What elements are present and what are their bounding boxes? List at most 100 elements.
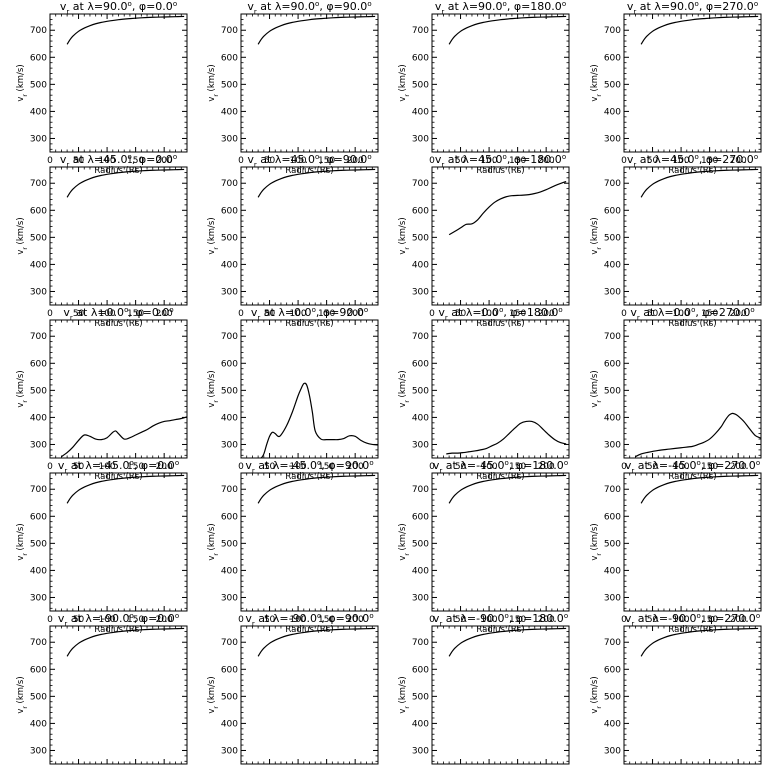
- plot-frame: [240, 166, 379, 306]
- series-line: [66, 627, 185, 657]
- x-tick-label: 0: [238, 156, 244, 166]
- x-tick-label: 100: [289, 156, 306, 166]
- plot-title: vr at λ=-90.0o, φ=270.0o: [625, 612, 760, 628]
- x-tick-label: 50: [647, 615, 659, 625]
- x-tick-label: 100: [672, 462, 689, 472]
- x-axis-label: Radius (Rs): [94, 166, 142, 176]
- y-tick-label: 300: [412, 593, 429, 603]
- plot-title: vr at λ=-45.0o, φ=90.0o: [245, 459, 373, 475]
- x-tick-label: 0: [621, 615, 627, 625]
- y-tick-label: 400: [221, 413, 238, 423]
- x-axis-label: Radius (Rs): [285, 166, 333, 176]
- y-tick-label: 700: [221, 485, 238, 495]
- series-line: [66, 474, 185, 504]
- y-tick-label: 700: [604, 26, 621, 36]
- plot-frame: [431, 625, 570, 765]
- x-tick-label: 200: [347, 309, 364, 319]
- x-tick-label: 150: [509, 462, 526, 472]
- x-tick-label: 150: [318, 309, 335, 319]
- x-tick-label: 50: [264, 309, 276, 319]
- x-tick-label: 50: [73, 615, 85, 625]
- y-tick-label: 300: [412, 134, 429, 144]
- x-tick-label: 100: [289, 462, 306, 472]
- y-tick-label: 300: [30, 746, 47, 756]
- y-tick-label: 600: [30, 512, 47, 522]
- y-tick-label: 700: [221, 26, 238, 36]
- x-tick-label: 0: [429, 462, 435, 472]
- x-axis-label: Radius (Rs): [94, 472, 142, 482]
- y-tick-label: 600: [30, 53, 47, 63]
- y-tick-label: 700: [412, 26, 429, 36]
- plot-frame: [49, 472, 188, 612]
- y-tick-label: 300: [221, 593, 238, 603]
- x-tick-label: 100: [98, 462, 115, 472]
- plot-frame: [240, 13, 379, 153]
- y-tick-label: 500: [412, 386, 429, 396]
- x-axis-label: Radius (Rs): [285, 319, 333, 329]
- y-tick-label: 500: [30, 80, 47, 90]
- x-tick-label: 150: [509, 156, 526, 166]
- x-axis-label: Radius (Rs): [668, 625, 716, 635]
- x-axis-label: Radius (Rs): [476, 472, 524, 482]
- y-tick-label: 400: [30, 107, 47, 117]
- x-tick-label: 150: [509, 309, 526, 319]
- y-axis-label: vr (km/s): [16, 370, 29, 407]
- x-axis-label: Radius (Rs): [476, 166, 524, 176]
- y-tick-label: 600: [412, 512, 429, 522]
- plot-title: vr at λ=90.0o, φ=90.0o: [247, 0, 371, 16]
- x-tick-label: 100: [480, 156, 497, 166]
- y-tick-label: 500: [412, 233, 429, 243]
- y-tick-label: 600: [412, 665, 429, 675]
- y-tick-label: 700: [221, 638, 238, 648]
- x-tick-label: 150: [127, 309, 144, 319]
- y-axis-label: vr (km/s): [207, 523, 220, 560]
- y-tick-label: 600: [221, 53, 238, 63]
- x-tick-label: 0: [47, 615, 53, 625]
- y-tick-label: 700: [30, 26, 47, 36]
- plot-frame: [431, 13, 570, 153]
- y-tick-label: 500: [30, 692, 47, 702]
- plot-title: vr at λ=0.0o, φ=180.0o: [438, 306, 562, 322]
- x-tick-label: 0: [621, 156, 627, 166]
- y-tick-label: 300: [412, 440, 429, 450]
- y-axis-label: vr (km/s): [16, 217, 29, 254]
- x-tick-label: 150: [127, 462, 144, 472]
- plot-title: vr at λ=90.0o, φ=270.0o: [627, 0, 758, 16]
- y-tick-label: 500: [604, 539, 621, 549]
- x-tick-label: 200: [156, 462, 173, 472]
- y-tick-label: 300: [604, 287, 621, 297]
- y-axis-label: vr (km/s): [590, 676, 603, 713]
- y-tick-label: 400: [221, 107, 238, 117]
- x-tick-label: 50: [647, 309, 659, 319]
- y-tick-label: 600: [221, 665, 238, 675]
- x-axis-label: Radius (Rs): [94, 625, 142, 635]
- x-tick-label: 200: [538, 156, 555, 166]
- y-tick-label: 500: [412, 80, 429, 90]
- series-line: [640, 474, 759, 504]
- x-tick-label: 100: [98, 156, 115, 166]
- x-axis-label: Radius (Rs): [668, 166, 716, 176]
- y-axis-label: vr (km/s): [590, 64, 603, 101]
- plot-title: vr at λ=45.0o, φ=90.0o: [247, 153, 371, 169]
- y-tick-label: 600: [604, 53, 621, 63]
- series-line: [640, 168, 759, 198]
- series-line: [446, 420, 567, 455]
- x-tick-label: 200: [347, 156, 364, 166]
- y-tick-label: 300: [604, 746, 621, 756]
- series-line: [448, 627, 567, 657]
- plot-title: vr at λ=-90.0o, φ=180.0o: [433, 612, 568, 628]
- x-tick-label: 50: [73, 309, 85, 319]
- y-tick-label: 300: [30, 287, 47, 297]
- plot-frame: [49, 166, 188, 306]
- plot-title: vr at λ=-90.0o, φ=0.0o: [58, 612, 179, 628]
- y-tick-label: 400: [412, 260, 429, 270]
